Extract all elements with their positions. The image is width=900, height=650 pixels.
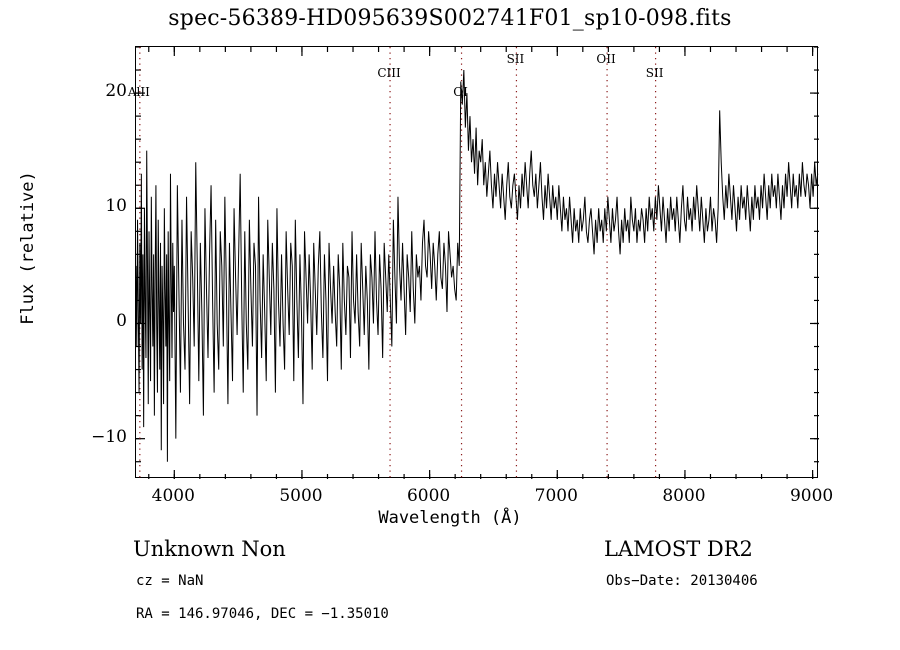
survey-text: LAMOST DR2 xyxy=(604,537,753,561)
y-tick-label: 0 xyxy=(116,311,127,332)
x-axis-title: Wavelength (Å) xyxy=(378,508,522,528)
emission-line-label: OII xyxy=(596,52,616,66)
x-tick-label: 8000 xyxy=(662,486,706,506)
y-tick-label: 20 xyxy=(105,81,127,102)
cz-text: cz = NaN xyxy=(136,573,204,589)
y-tick-label: 10 xyxy=(105,196,127,217)
emission-line-label: SII xyxy=(506,52,525,66)
obs-date-text: Obs−Date: 20130406 xyxy=(606,573,758,589)
y-tick-label: −10 xyxy=(91,426,127,447)
page-title: spec-56389-HD095639S002741F01_sp10-098.f… xyxy=(168,6,732,31)
y-axis-title: Flux (relative) xyxy=(18,171,38,325)
coordinates-text: RA = 146.97046, DEC = −1.35010 xyxy=(136,606,389,622)
emission-line-label: CIII xyxy=(377,66,401,80)
emission-line-label: SII xyxy=(645,66,664,80)
spectrum-svg xyxy=(136,47,819,479)
plot-area[interactable] xyxy=(135,46,819,479)
x-tick-label: 6000 xyxy=(406,486,451,506)
x-tick-label: 9000 xyxy=(789,486,834,506)
emission-line-label: OI xyxy=(453,85,468,99)
x-tick-label: 5000 xyxy=(279,486,323,506)
emission-line-markers xyxy=(139,47,657,479)
spectrum-trace xyxy=(136,70,819,462)
x-tick-label: 4000 xyxy=(151,486,195,506)
emission-line-label: AlII xyxy=(127,85,150,99)
x-tick-label: 7000 xyxy=(534,486,578,506)
object-class-text: Unknown Non xyxy=(133,537,286,561)
